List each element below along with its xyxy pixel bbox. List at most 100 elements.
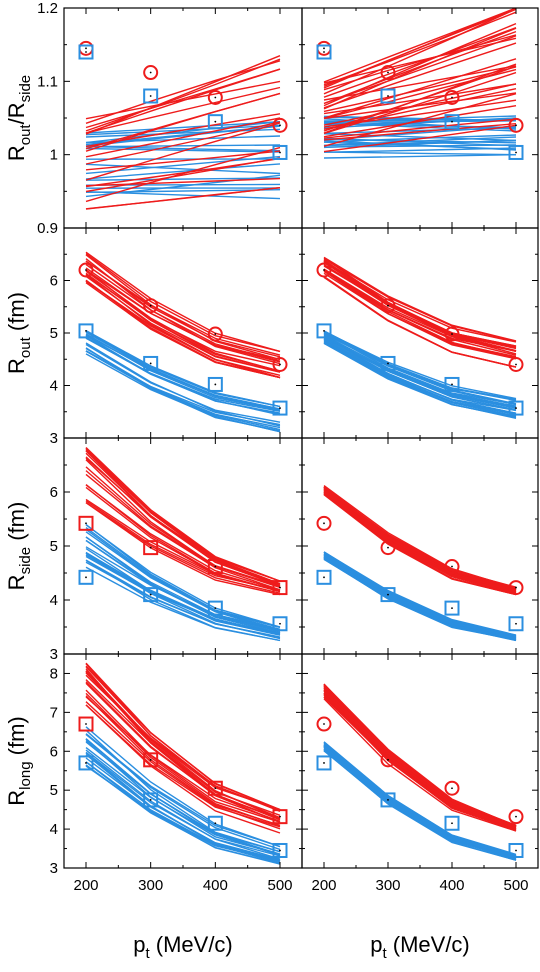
marker-square bbox=[508, 400, 524, 416]
series-line-red bbox=[323, 685, 517, 827]
y-tick-label: 5 bbox=[50, 325, 58, 342]
marker-center-dot bbox=[451, 120, 453, 123]
x-tick-label: 500 bbox=[503, 877, 528, 894]
marker-circle bbox=[444, 559, 460, 575]
marker-center-dot bbox=[323, 762, 325, 764]
series-line-blue bbox=[85, 754, 281, 862]
series-line-red bbox=[85, 121, 281, 165]
series-line-blue bbox=[85, 145, 281, 152]
marker-square bbox=[143, 752, 159, 768]
marker-circle bbox=[380, 540, 396, 556]
series-line-blue bbox=[323, 556, 517, 639]
series-line-blue bbox=[85, 191, 281, 200]
series-line-blue bbox=[85, 144, 281, 148]
band-group-left-row2 bbox=[85, 251, 281, 433]
marker-center-dot bbox=[214, 822, 217, 825]
marker-center-dot bbox=[387, 71, 389, 74]
series-line-red bbox=[323, 270, 517, 356]
marker-square bbox=[508, 616, 524, 632]
y-tick-label: 6 bbox=[50, 743, 58, 760]
series-line-red bbox=[85, 258, 281, 365]
marker-square bbox=[78, 323, 94, 339]
series-line-blue bbox=[323, 136, 517, 146]
series-line-red bbox=[85, 682, 281, 820]
marker-square bbox=[207, 600, 223, 616]
series-line-red bbox=[323, 683, 517, 827]
marker-circle bbox=[272, 357, 288, 372]
band-group-left-row1 bbox=[85, 55, 281, 210]
series-line-red bbox=[85, 146, 281, 203]
marker-square bbox=[78, 44, 94, 60]
series-line-red bbox=[323, 30, 517, 105]
marker-center-dot bbox=[515, 622, 517, 625]
series-line-red bbox=[323, 8, 517, 89]
marker-center-dot bbox=[149, 799, 152, 801]
y-axis-label: Rout (fm) bbox=[4, 292, 34, 374]
panel-frames bbox=[63, 7, 539, 869]
marker-square bbox=[78, 755, 94, 771]
series-line-red bbox=[85, 253, 281, 353]
y-tick-label: 6 bbox=[50, 273, 58, 290]
y-tick-label: 5 bbox=[50, 538, 58, 555]
series-line-blue bbox=[323, 151, 517, 156]
series-line-blue bbox=[323, 744, 517, 858]
series-line-blue bbox=[85, 761, 281, 865]
series-line-blue bbox=[85, 740, 281, 855]
y-axis-label: Rside (fm) bbox=[4, 502, 34, 591]
series-line-blue bbox=[85, 733, 281, 848]
series-line-red bbox=[323, 261, 517, 355]
marker-center-dot bbox=[451, 607, 453, 609]
marker-center-dot bbox=[279, 622, 281, 625]
marker-square bbox=[316, 755, 332, 771]
marker-center-dot bbox=[85, 47, 87, 50]
series-line-red bbox=[85, 672, 281, 820]
series-line-blue bbox=[323, 746, 517, 859]
series-line-red bbox=[85, 670, 281, 811]
series-line-red bbox=[323, 58, 517, 119]
series-line-blue bbox=[85, 337, 281, 416]
series-line-red bbox=[323, 92, 517, 120]
series-line-red bbox=[85, 86, 281, 134]
marker-square bbox=[316, 44, 332, 60]
series-line-blue bbox=[323, 742, 517, 857]
marker-square bbox=[143, 88, 159, 104]
y-tick-label: 0.9 bbox=[37, 220, 58, 237]
series-line-blue bbox=[323, 741, 517, 856]
marker-circle bbox=[207, 89, 223, 105]
series-line-blue bbox=[85, 536, 281, 631]
series-line-blue bbox=[85, 528, 281, 629]
marker-center-dot bbox=[451, 383, 453, 386]
marker-center-dot bbox=[214, 333, 217, 335]
marker-square bbox=[316, 569, 332, 585]
marker-circle bbox=[380, 298, 396, 314]
series-line-red bbox=[323, 259, 517, 353]
marker-center-dot bbox=[149, 304, 152, 307]
marker-circle bbox=[444, 89, 460, 105]
marker-center-dot bbox=[85, 723, 87, 725]
marker-center-dot bbox=[214, 96, 217, 99]
marker-center-dot bbox=[387, 546, 389, 549]
marker-circle bbox=[272, 117, 288, 133]
marker-center-dot bbox=[279, 363, 281, 366]
series-line-blue bbox=[323, 342, 517, 418]
marker-circle bbox=[508, 809, 524, 825]
marker-square bbox=[143, 587, 159, 603]
series-line-red bbox=[85, 500, 281, 591]
x-tick-label: 400 bbox=[203, 877, 228, 894]
series-line-blue bbox=[85, 350, 281, 433]
series-line-blue bbox=[323, 746, 517, 858]
marker-square bbox=[207, 376, 223, 392]
marker-circle bbox=[380, 65, 396, 81]
series-line-blue bbox=[323, 743, 517, 857]
marker-circle bbox=[444, 326, 460, 342]
series-line-red bbox=[323, 118, 517, 139]
series-line-blue bbox=[323, 747, 517, 859]
series-line-red bbox=[85, 689, 281, 823]
marker-center-dot bbox=[85, 269, 87, 271]
series-line-blue bbox=[85, 163, 281, 180]
series-line-red bbox=[323, 8, 517, 95]
marker-square bbox=[272, 400, 288, 416]
series-line-red bbox=[85, 177, 281, 187]
series-line-blue bbox=[85, 539, 281, 634]
marker-circle bbox=[143, 298, 159, 314]
